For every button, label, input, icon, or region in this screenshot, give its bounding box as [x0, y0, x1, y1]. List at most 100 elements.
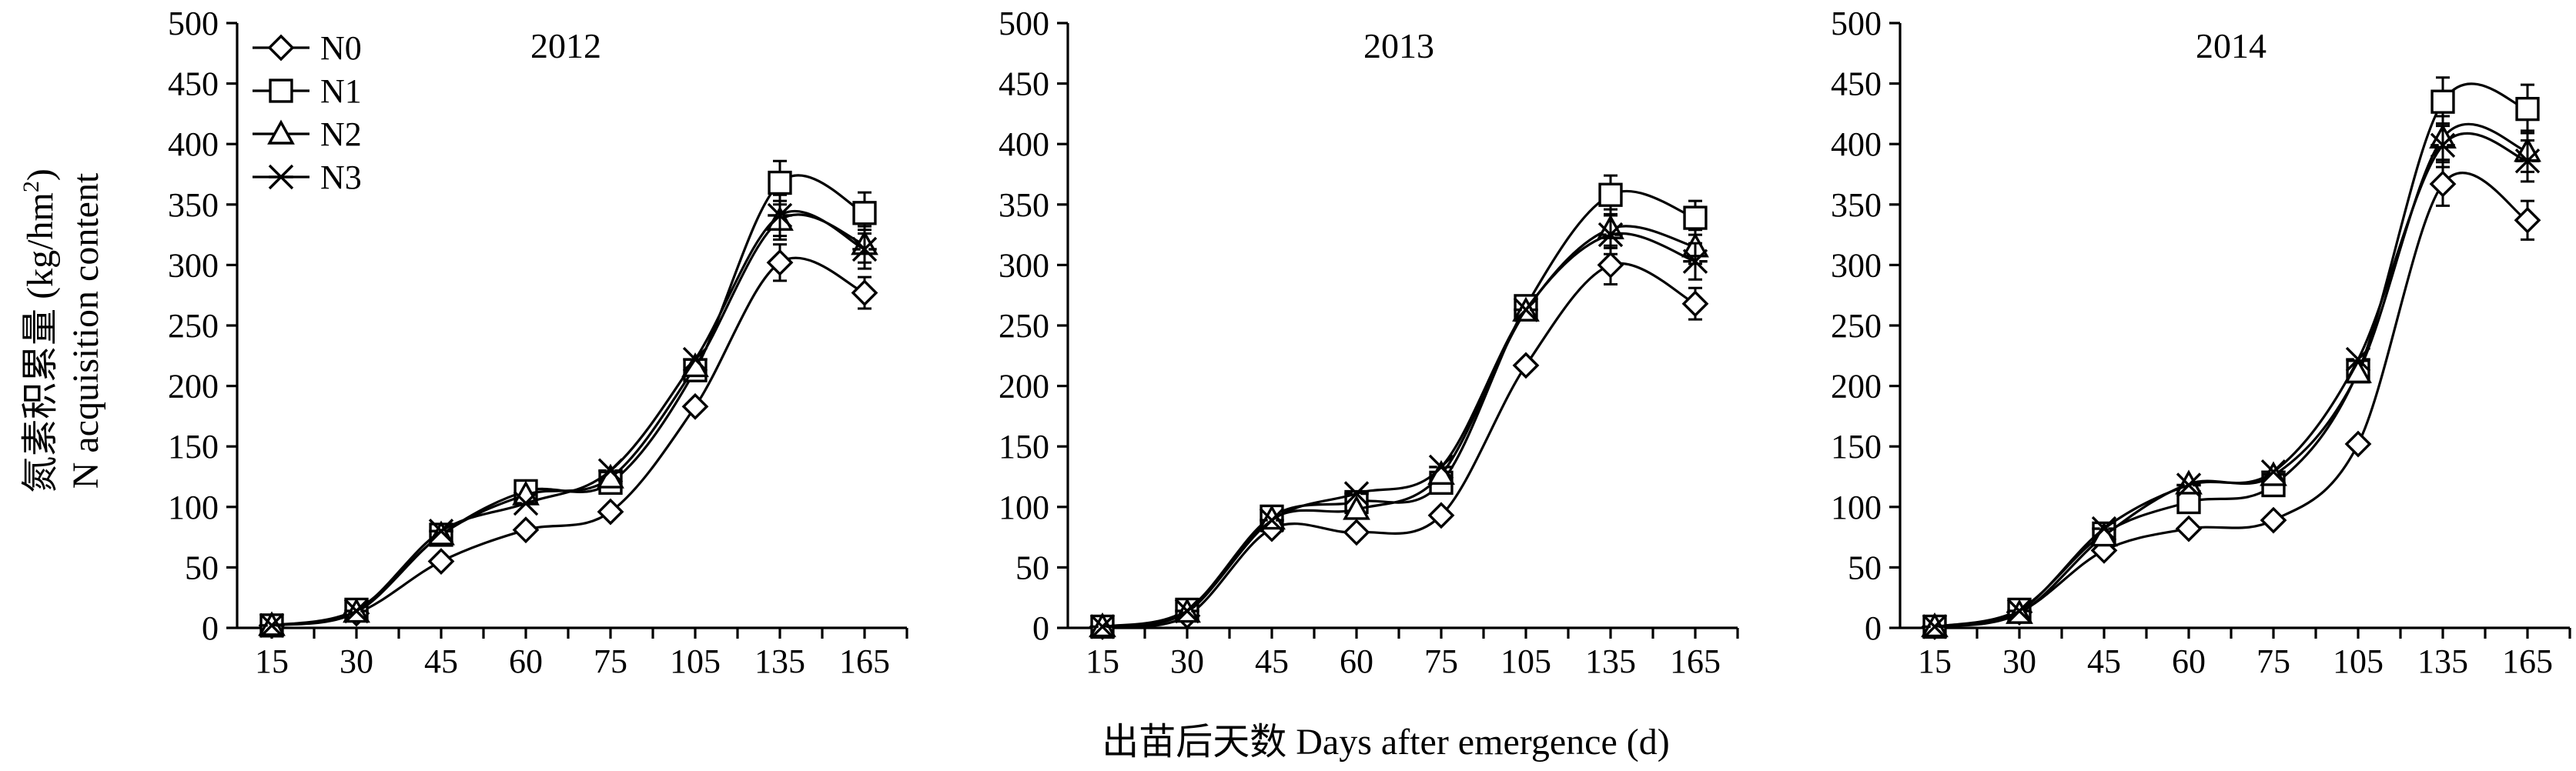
y-tick-label: 100: [1831, 489, 1882, 526]
x-tick-label: 75: [2257, 642, 2290, 680]
x-tick-label: 15: [1918, 642, 1952, 680]
x-tick-label: 15: [255, 642, 289, 680]
y-tick-label: 0: [1032, 609, 1049, 647]
point-N3-135: [2430, 132, 2456, 158]
series-line-N3: [1102, 232, 1696, 629]
point-N0-60: [1343, 519, 1370, 546]
point-N0-165: [851, 279, 878, 306]
panel-2014: 0 50 100 150 200 250 300 350 400 450 500 15 30 45 60 75…: [1831, 5, 2571, 680]
y-tick-label: 100: [168, 489, 219, 526]
series-N0: [1089, 244, 1709, 640]
point-N3-105: [682, 346, 708, 372]
x-tick-label: 135: [1585, 642, 1636, 680]
panel-2013: 0 50 100 150 200 250 300 350 400 450 500 15 30 45 60 75…: [999, 5, 1739, 680]
legend-label: N3: [320, 159, 362, 196]
legend-marker-N3: [268, 164, 294, 190]
panel-title: 2014: [2196, 26, 2267, 65]
y-tick-label: 450: [168, 65, 219, 103]
y-tick-label: 50: [1848, 549, 1882, 586]
panel-2012: 0 50 100 150 200 250 300 350 400 450 500 15 30 45 60 75…: [168, 5, 908, 680]
y-axis-label-sup: 2: [18, 181, 44, 192]
point-N2-60: [1343, 495, 1370, 520]
point-N3-45: [2091, 516, 2117, 542]
x-tick-label: 75: [594, 642, 627, 680]
point-N0-60: [2175, 515, 2203, 542]
series-line-N0: [271, 256, 865, 627]
series-N3: [1922, 122, 2541, 639]
y-axis-label-en: N acquisition content: [65, 172, 106, 489]
point-N3-75: [2260, 459, 2287, 485]
x-tick-label: 45: [1255, 642, 1289, 680]
y-tick-label: 250: [1831, 307, 1882, 345]
x-tick-label: 165: [2502, 642, 2553, 680]
series-N2: [1921, 115, 2541, 638]
y-tick-label: 200: [1831, 368, 1882, 406]
series-line-N3: [271, 209, 865, 627]
y-axis-label-cn-text: 氮素积累量 (kg/hm: [20, 192, 61, 493]
y-tick-label: 400: [1831, 125, 1882, 163]
y-tick-label: 500: [168, 5, 219, 42]
point-N3-165: [1682, 249, 1708, 274]
point-N1-165: [852, 201, 877, 225]
series-line-N1: [1934, 82, 2528, 628]
y-tick-label: 250: [999, 307, 1049, 345]
point-N0-75: [2260, 506, 2287, 534]
point-N3-60: [1343, 481, 1370, 506]
x-tick-label: 105: [2333, 642, 2384, 680]
point-N3-135: [767, 202, 793, 229]
point-N1-60: [2176, 489, 2201, 515]
legend-item-N3: N3: [253, 159, 362, 196]
point-N0-105: [681, 392, 709, 420]
y-tick-label: 350: [1831, 186, 1882, 224]
point-N3-105: [1513, 297, 1539, 322]
y-tick-label: 150: [168, 428, 219, 466]
x-tick-label: 75: [1424, 642, 1458, 680]
y-tick-label: 400: [999, 125, 1049, 163]
series-N1: [259, 159, 877, 638]
y-tick-label: 0: [1865, 609, 1882, 647]
x-tick-label: 60: [509, 642, 543, 680]
x-tick-label: 30: [340, 642, 373, 680]
point-N3-75: [597, 458, 624, 483]
panel-title: 2012: [530, 26, 601, 65]
panel-title: 2013: [1363, 26, 1434, 65]
point-N3-135: [1597, 222, 1624, 248]
series-line-N2: [1934, 122, 2528, 629]
y-tick-label: 50: [185, 549, 219, 586]
point-N3-45: [1259, 507, 1285, 533]
y-tick-label: 450: [999, 65, 1049, 103]
x-tick-label: 30: [2002, 642, 2036, 680]
x-tick-label: 165: [839, 642, 890, 680]
x-tick-label: 135: [2417, 642, 2468, 680]
point-N0-105: [1512, 352, 1540, 379]
point-N0-135: [766, 249, 794, 276]
y-tick-label: 150: [999, 428, 1049, 466]
legend-item-N2: N2: [253, 115, 362, 153]
point-N0-60: [512, 516, 540, 544]
point-N3-30: [2006, 598, 2032, 624]
series-line-N1: [271, 174, 865, 627]
y-tick-label: 100: [999, 489, 1049, 526]
y-tick-label: 500: [999, 5, 1049, 42]
y-tick-label: 400: [168, 125, 219, 163]
y-tick-label: 350: [168, 186, 219, 224]
series-line-N2: [1102, 225, 1696, 629]
series-line-N0: [1934, 171, 2528, 629]
point-N0-165: [1681, 290, 1709, 318]
x-tick-label: 165: [1670, 642, 1721, 680]
y-tick-label: 300: [168, 246, 219, 284]
y-tick-label: 150: [1831, 428, 1882, 466]
legend-marker-N2: [267, 119, 295, 145]
point-N3-45: [428, 519, 454, 544]
x-tick-label: 60: [2172, 642, 2206, 680]
x-tick-label: 105: [1500, 642, 1551, 680]
legend-label: N1: [320, 72, 362, 110]
x-tick-label: 45: [2087, 642, 2121, 680]
y-tick-label: 500: [1831, 5, 1882, 42]
series-line-N2: [271, 213, 865, 627]
point-N3-15: [1089, 614, 1116, 639]
point-N1-135: [2430, 89, 2455, 114]
point-N1-135: [768, 170, 792, 195]
